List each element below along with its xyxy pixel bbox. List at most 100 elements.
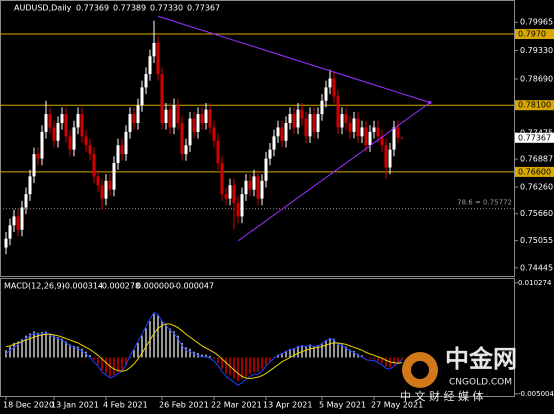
histogram-bar bbox=[133, 350, 135, 358]
candle-body bbox=[44, 114, 48, 132]
candle-body bbox=[332, 78, 336, 97]
candle-body bbox=[116, 145, 120, 164]
histogram-bar bbox=[77, 346, 79, 358]
histogram-bar bbox=[349, 349, 351, 358]
level-box bbox=[515, 29, 554, 40]
histogram-bar bbox=[377, 357, 379, 362]
header-value: 0.77330 bbox=[150, 4, 183, 13]
y-tick-label: 0.79330 bbox=[520, 46, 553, 55]
histogram-bar bbox=[157, 315, 159, 358]
candle-body bbox=[176, 105, 180, 123]
histogram-bar bbox=[9, 346, 11, 358]
histogram-bar bbox=[33, 331, 35, 358]
candle-body bbox=[348, 122, 352, 132]
histogram-bar bbox=[325, 340, 327, 358]
candle-body bbox=[168, 109, 172, 128]
candle-body bbox=[96, 176, 100, 186]
candle-body bbox=[296, 109, 300, 128]
histogram-bar bbox=[373, 357, 375, 359]
header-value: -0.000278 bbox=[99, 282, 140, 291]
level-box bbox=[515, 100, 554, 111]
candle-body bbox=[276, 127, 280, 137]
candle-body bbox=[376, 127, 380, 137]
histogram-bar bbox=[193, 351, 195, 358]
candle-body bbox=[172, 105, 176, 128]
histogram-bar bbox=[281, 353, 283, 358]
candle-body bbox=[16, 216, 20, 230]
candle-body bbox=[128, 114, 132, 132]
candle-body bbox=[224, 194, 228, 199]
x-tick-label: 22 Mar 2021 bbox=[211, 401, 262, 410]
histogram-bar bbox=[89, 355, 91, 358]
histogram-bar bbox=[121, 357, 123, 371]
histogram-bar bbox=[169, 328, 171, 358]
histogram-bar bbox=[69, 344, 71, 358]
histogram-bar bbox=[293, 348, 295, 358]
x-tick-label: 26 Feb 2021 bbox=[159, 401, 209, 410]
header-value: 0.77369 bbox=[76, 4, 109, 13]
histogram-bar bbox=[389, 357, 391, 368]
candle-body bbox=[200, 114, 204, 123]
candle-body bbox=[64, 114, 68, 137]
histogram-bar bbox=[205, 354, 207, 358]
candle-body bbox=[192, 118, 196, 132]
histogram-bar bbox=[353, 350, 355, 358]
macd-title: MACD(12,26,9) bbox=[4, 282, 65, 291]
histogram-bar bbox=[265, 357, 267, 365]
candle-body bbox=[284, 122, 288, 141]
histogram-bar bbox=[233, 357, 235, 379]
header-value: 0.77389 bbox=[113, 4, 146, 13]
histogram-bar bbox=[185, 347, 187, 358]
candle-body bbox=[220, 163, 224, 195]
candle-body bbox=[76, 114, 80, 128]
histogram-bar bbox=[381, 357, 383, 364]
histogram-bar bbox=[165, 324, 167, 358]
histogram-bar bbox=[285, 350, 287, 358]
histogram-bar bbox=[305, 345, 307, 358]
level-label: 0.7970 bbox=[518, 30, 546, 39]
trendline bbox=[237, 102, 431, 242]
histogram-bar bbox=[209, 356, 211, 358]
histogram-bar bbox=[61, 338, 63, 358]
y-tick-label: 0.76260 bbox=[520, 183, 553, 192]
histogram-bar bbox=[49, 333, 51, 358]
histogram-bar bbox=[125, 357, 127, 365]
histogram-bar bbox=[85, 351, 87, 358]
candle-body bbox=[32, 154, 36, 177]
level-label: 0.76600 bbox=[518, 167, 551, 176]
histogram-bar bbox=[21, 339, 23, 358]
histogram-bar bbox=[225, 357, 227, 374]
macd-line bbox=[5, 323, 403, 380]
y-tick-label: -0.005004 bbox=[518, 390, 554, 398]
candle-body bbox=[360, 127, 364, 137]
candle-body bbox=[268, 149, 272, 159]
histogram-bar bbox=[109, 357, 111, 377]
candle-body bbox=[60, 114, 64, 123]
candle-body bbox=[344, 114, 348, 123]
candle-body bbox=[236, 203, 240, 217]
candle-body bbox=[72, 127, 76, 150]
candle-body bbox=[384, 145, 388, 168]
candle-body bbox=[396, 127, 400, 138]
candle-body bbox=[340, 114, 344, 128]
trendline bbox=[157, 15, 431, 104]
candle-body bbox=[12, 216, 16, 226]
histogram-bar bbox=[17, 341, 19, 358]
candle-body bbox=[336, 96, 340, 128]
histogram-bar bbox=[369, 357, 371, 359]
candle-body bbox=[328, 78, 332, 88]
candle-body bbox=[312, 114, 316, 132]
candle-body bbox=[400, 137, 404, 139]
histogram-bar bbox=[53, 335, 55, 358]
macd-panel-frame bbox=[0, 278, 515, 397]
histogram-bar bbox=[341, 344, 343, 358]
x-tick-label: 13 Jan 2021 bbox=[51, 401, 99, 410]
candle-body bbox=[160, 74, 164, 123]
candle-body bbox=[216, 140, 220, 164]
candle-body bbox=[120, 145, 124, 155]
candle-body bbox=[228, 185, 232, 199]
candle-body bbox=[36, 154, 40, 159]
candle-body bbox=[304, 118, 308, 137]
